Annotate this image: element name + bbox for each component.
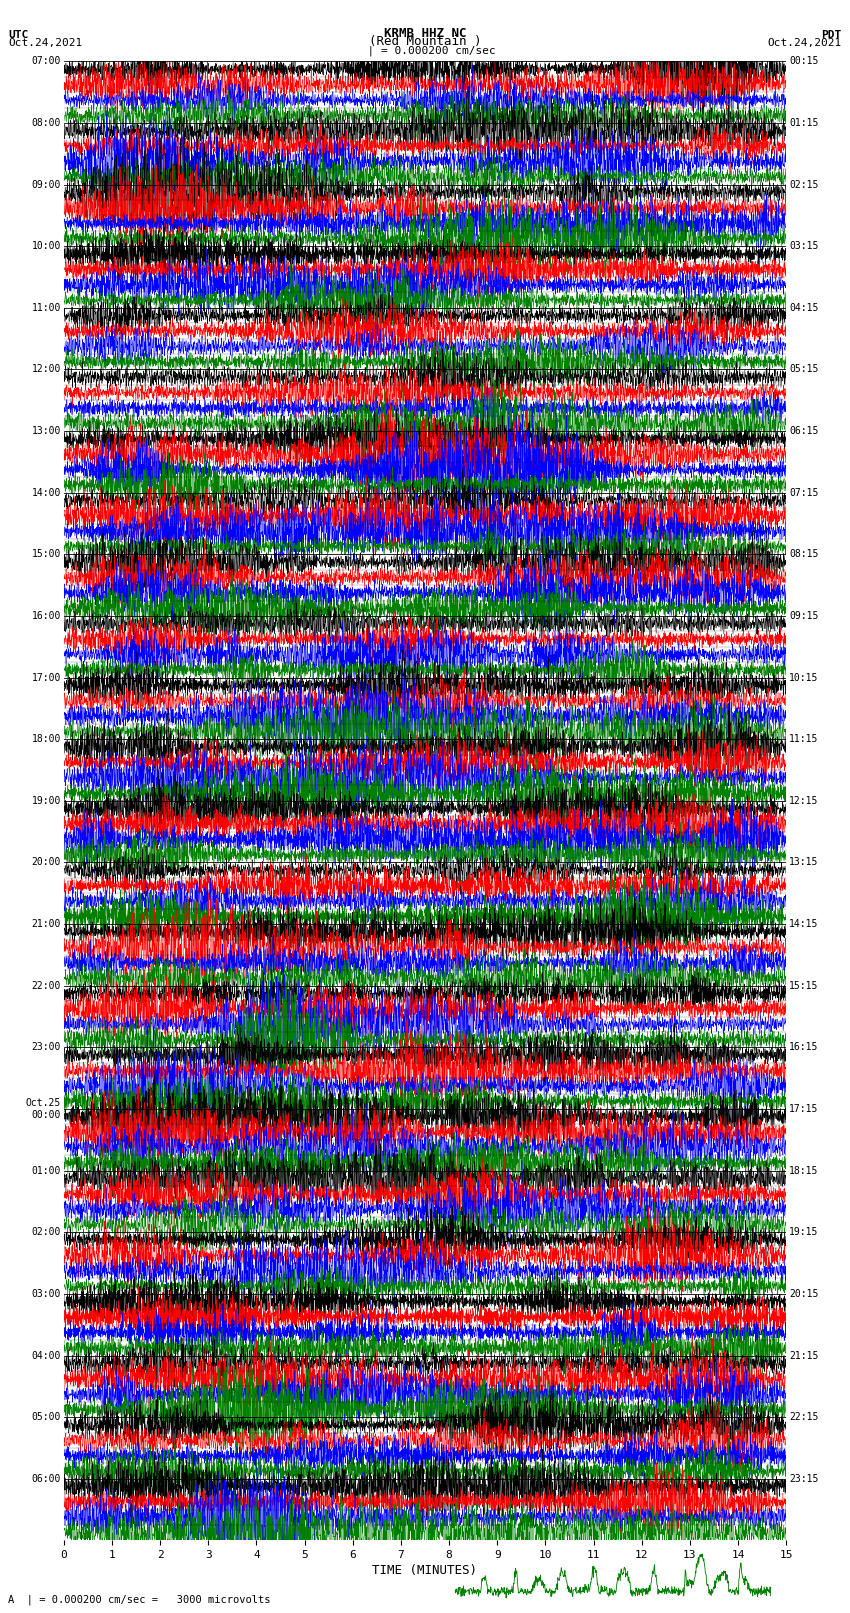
- Text: Oct.24,2021: Oct.24,2021: [768, 37, 842, 47]
- Text: UTC: UTC: [8, 29, 29, 39]
- X-axis label: TIME (MINUTES): TIME (MINUTES): [372, 1565, 478, 1578]
- Text: | = 0.000200 cm/sec: | = 0.000200 cm/sec: [354, 45, 496, 56]
- Text: (Red Mountain ): (Red Mountain ): [369, 34, 481, 47]
- Text: Oct.24,2021: Oct.24,2021: [8, 37, 82, 47]
- Text: A  | = 0.000200 cm/sec =   3000 microvolts: A | = 0.000200 cm/sec = 3000 microvolts: [8, 1594, 271, 1605]
- Text: KRMB HHZ NC: KRMB HHZ NC: [383, 26, 467, 39]
- Text: PDT: PDT: [821, 29, 842, 39]
